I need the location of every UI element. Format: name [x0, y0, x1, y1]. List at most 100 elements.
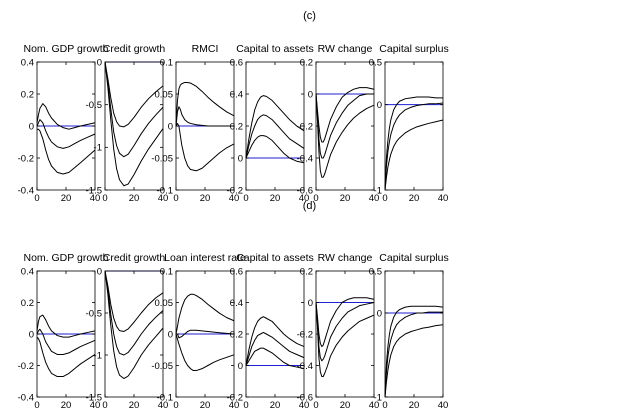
series-line	[315, 302, 375, 378]
x-tick-label: 0	[243, 193, 248, 204]
x-tick-label: 40	[90, 400, 101, 411]
x-tick-label: 40	[438, 400, 449, 411]
x-tick-label: 40	[369, 193, 380, 204]
x-tick-label: 20	[61, 400, 72, 411]
y-tick-label: -0.05	[151, 361, 173, 372]
y-tick-label: 0.2	[21, 89, 34, 100]
series-line	[245, 347, 305, 370]
y-tick-label: -0.2	[297, 329, 313, 340]
y-tick-label: -0.5	[86, 100, 102, 111]
y-tick-label: 0.2	[300, 266, 313, 277]
x-tick-label: 0	[102, 193, 107, 204]
y-tick-label: 0.5	[369, 266, 382, 277]
series-line	[36, 119, 96, 149]
x-tick-label: 40	[438, 193, 449, 204]
panel-title: Credit growth	[103, 43, 166, 55]
axes-box	[245, 270, 305, 398]
y-tick-label: 0.2	[230, 121, 243, 132]
y-tick-label: 0	[97, 57, 102, 68]
series-line	[315, 93, 375, 178]
x-tick-label: 0	[34, 193, 39, 204]
x-tick-label: 40	[299, 193, 310, 204]
series-line	[384, 102, 444, 191]
y-tick-label: -0.1	[157, 392, 173, 403]
series-line	[245, 114, 305, 159]
y-tick-label: 0.4	[21, 57, 34, 68]
series-line	[175, 122, 235, 172]
y-tick-label: 0.4	[230, 298, 243, 309]
series-line	[245, 316, 305, 366]
y-tick-label: 0.1	[160, 57, 173, 68]
axes-box	[384, 270, 444, 398]
x-tick-label: 20	[270, 193, 281, 204]
series-line	[104, 61, 164, 187]
series-line	[315, 93, 374, 159]
series-line	[176, 329, 235, 339]
x-tick-label: 40	[229, 193, 240, 204]
series-line	[175, 106, 234, 127]
y-tick-label: -0.2	[18, 361, 34, 372]
y-tick-label: -0.1	[157, 185, 173, 196]
series-line	[315, 302, 375, 362]
y-tick-label: -1	[94, 143, 102, 154]
x-tick-label: 20	[340, 400, 351, 411]
y-tick-label: -0.2	[18, 153, 34, 164]
y-tick-label: 0	[238, 153, 243, 164]
y-tick-label: 0	[29, 121, 34, 132]
x-tick-label: 20	[200, 193, 211, 204]
x-tick-label: 40	[369, 400, 380, 411]
y-tick-label: -0.6	[297, 185, 313, 196]
y-tick-label: -1	[94, 350, 102, 361]
series-line	[36, 103, 96, 130]
series-line	[104, 61, 164, 128]
y-tick-label: -0.05	[151, 153, 173, 164]
x-tick-label: 20	[200, 400, 211, 411]
x-tick-label: 0	[313, 400, 318, 411]
y-tick-label: 0.5	[369, 57, 382, 68]
y-tick-label: 0.2	[230, 329, 243, 340]
panel-title: Nom. GDP growth	[24, 43, 109, 55]
x-tick-label: 0	[173, 400, 178, 411]
row-label: (d)	[303, 200, 316, 212]
panel-title: Nom. GDP growth	[24, 252, 109, 264]
x-tick-label: 0	[382, 193, 387, 204]
y-tick-label: 0	[308, 298, 313, 309]
x-tick-label: 40	[299, 400, 310, 411]
series-line	[104, 270, 164, 356]
x-tick-label: 0	[382, 400, 387, 411]
y-tick-label: 0.2	[300, 57, 313, 68]
series-line	[384, 96, 443, 191]
y-tick-label: 0.1	[160, 266, 173, 277]
series-line	[245, 95, 305, 159]
series-line	[384, 324, 444, 398]
x-tick-label: 40	[158, 400, 169, 411]
series-line	[36, 328, 96, 355]
panel-title: RW change	[318, 43, 373, 55]
x-tick-label: 0	[34, 400, 39, 411]
x-tick-label: 40	[90, 193, 101, 204]
y-tick-label: -1	[374, 185, 382, 196]
series-line	[104, 270, 164, 332]
y-tick-label: -1.5	[86, 392, 102, 403]
y-tick-label: -0.2	[297, 121, 313, 132]
panel-title: RMCI	[192, 43, 219, 55]
y-tick-label: -0.5	[86, 308, 102, 319]
series-line	[175, 293, 235, 335]
series-line	[175, 333, 235, 372]
panel-title: Capital surplus	[379, 43, 448, 55]
series-line	[245, 135, 305, 164]
series-line	[245, 331, 305, 366]
series-line	[104, 270, 164, 380]
y-tick-label: -0.4	[18, 392, 34, 403]
row-label: (c)	[303, 10, 316, 22]
y-tick-label: 0	[168, 121, 173, 132]
